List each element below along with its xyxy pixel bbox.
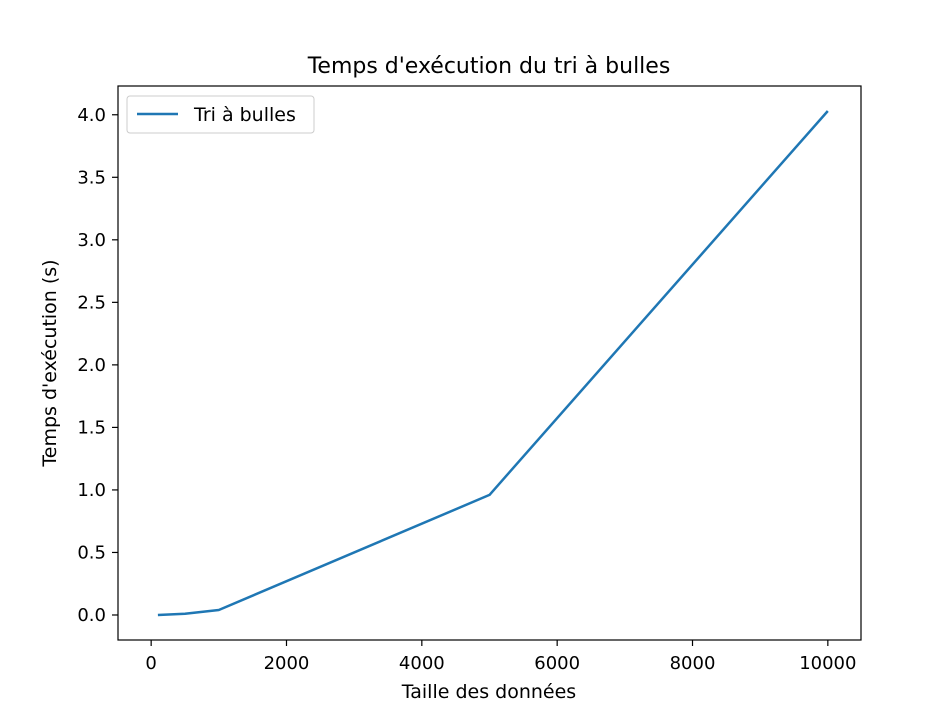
x-axis-label: Taille des données (401, 681, 576, 703)
y-tick-label: 0.5 (77, 542, 106, 563)
x-tick-label: 10000 (799, 653, 856, 674)
y-tick-label: 2.5 (77, 292, 106, 313)
legend-label: Tri à bulles (193, 104, 296, 126)
x-tick-label: 4000 (399, 653, 445, 674)
x-tick-label: 6000 (534, 653, 580, 674)
series-line (157, 110, 829, 617)
x-tick-label: 0 (145, 653, 156, 674)
y-axis-label: Temps d'exécution (s) (39, 259, 61, 467)
y-axis-ticks: 0.0 0.5 1.0 1.5 2.0 2.5 3.0 3.5 4.0 (77, 105, 118, 626)
x-axis-ticks: 0 2000 4000 6000 8000 10000 (145, 640, 856, 674)
y-tick-label: 4.0 (77, 105, 106, 126)
x-tick-label: 2000 (264, 653, 310, 674)
y-tick-label: 3.5 (77, 167, 106, 188)
chart-title: Temps d'exécution du tri à bulles (307, 54, 671, 79)
y-tick-label: 3.0 (77, 230, 106, 251)
legend-box (126, 95, 315, 134)
y-tick-label: 0.0 (77, 605, 106, 626)
y-tick-label: 1.5 (77, 417, 106, 438)
y-tick-label: 1.0 (77, 480, 106, 501)
series-layer (157, 110, 829, 617)
y-tick-label: 2.0 (77, 355, 106, 376)
plot-frame (117, 85, 862, 641)
x-tick-label: 8000 (670, 653, 716, 674)
legend: Tri à bulles (126, 95, 315, 134)
